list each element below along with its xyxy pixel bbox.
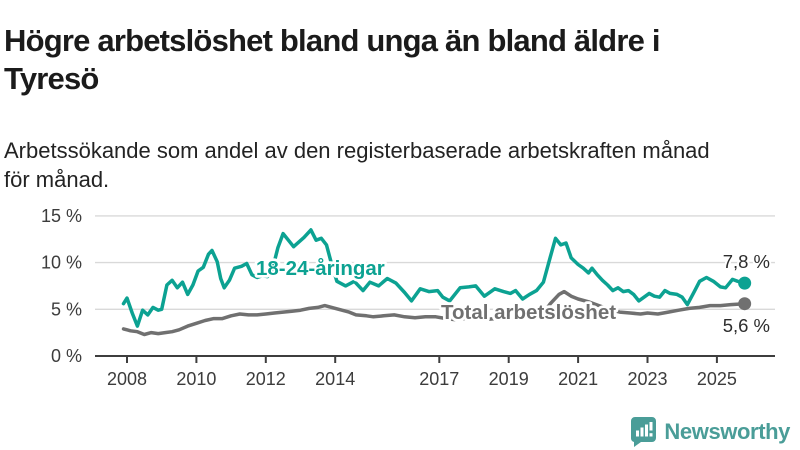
y-axis-label: 0 % bbox=[51, 346, 82, 366]
end-value-label-total-arbetsl-shet: 5,6 % bbox=[723, 315, 770, 336]
chart-subtitle: Arbetssökande som andel av den registerb… bbox=[4, 138, 710, 193]
series-label-18-24-ringar: 18-24-åringar bbox=[256, 257, 385, 280]
x-axis-label: 2014 bbox=[315, 369, 355, 389]
end-dot-18-24-ringar bbox=[738, 276, 752, 290]
series-line-18-24-ringar bbox=[121, 228, 747, 328]
x-axis-label: 2017 bbox=[419, 369, 459, 389]
x-axis-label: 2012 bbox=[246, 369, 286, 389]
end-dot-total-arbetsl-shet bbox=[738, 297, 752, 311]
x-axis-label: 2008 bbox=[107, 369, 147, 389]
x-axis-label: 2023 bbox=[627, 369, 667, 389]
series-label-total-arbetsl-shet: Total arbetslöshet bbox=[441, 301, 616, 324]
y-axis-label: 10 % bbox=[41, 253, 82, 273]
x-axis-label: 2019 bbox=[489, 369, 529, 389]
newsworthy-logo-text: Newsworthy bbox=[664, 418, 790, 444]
x-axis-label: 2025 bbox=[697, 369, 737, 389]
x-axis-label: 2010 bbox=[176, 369, 216, 389]
x-axis-label: 2021 bbox=[558, 369, 598, 389]
series-line-total-arbetsl-shet bbox=[121, 289, 747, 337]
newsworthy-logo-icon bbox=[631, 417, 657, 447]
y-axis-label: 15 % bbox=[41, 206, 82, 226]
chart-title: Högre arbetslöshet bland unga än bland ä… bbox=[4, 22, 660, 96]
end-value-label-18-24-ringar: 7,8 % bbox=[723, 251, 770, 272]
newsworthy-logo: Newsworthy bbox=[630, 416, 790, 447]
y-axis-label: 5 % bbox=[51, 299, 82, 319]
